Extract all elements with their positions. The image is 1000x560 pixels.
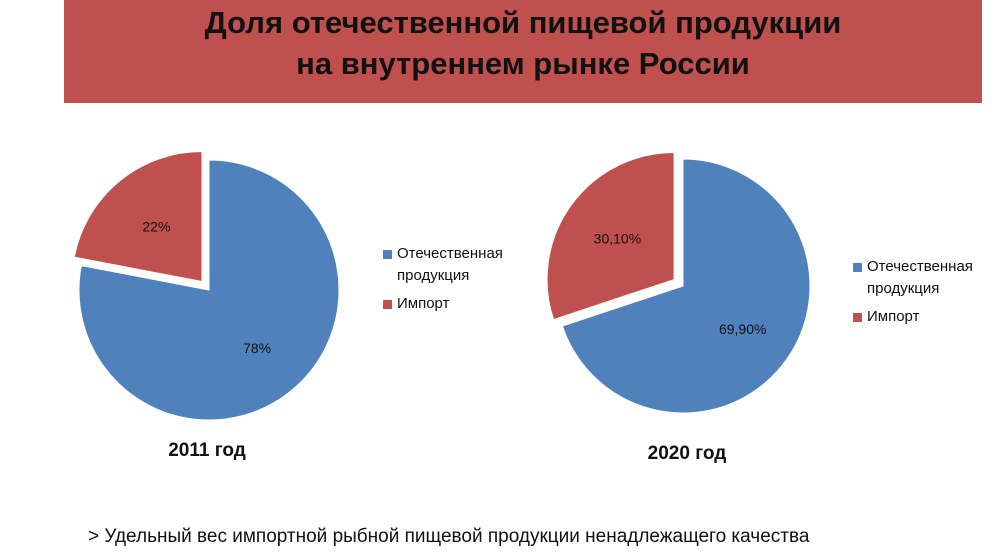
chart-title-2011: 2011 год [168, 440, 246, 461]
legend-item-domestic: Отечественная продукция [853, 256, 973, 300]
legend-label-domestic-line1: Отечественная [867, 258, 973, 275]
legend-label-domestic-line1: Отечественная [397, 245, 503, 262]
legend-label-domestic-line2: продукция [397, 267, 470, 284]
legend-swatch-import [853, 313, 862, 322]
slide-title-line-1: Доля отечественной пищевой продукции [204, 5, 842, 40]
legend-item-domestic: Отечественная продукция [383, 243, 503, 287]
legend-2020: Отечественная продукция Импорт [853, 256, 973, 334]
data-label-import-2011: 22% [142, 218, 170, 234]
legend-label-import: Импорт [867, 308, 920, 325]
pie-slice-domestic-2020 [561, 158, 811, 414]
slide-title-line-2: на внутреннем рынке России [296, 46, 750, 81]
chart-title-2020: 2020 год [647, 443, 727, 464]
legend-item-import: Импорт [383, 293, 503, 315]
pie-chart-2020: 69,90% 30,10% [546, 152, 811, 414]
legend-swatch-import [383, 300, 392, 309]
legend-label-import: Импорт [397, 295, 450, 312]
legend-item-import: Импорт [853, 306, 973, 328]
legend-swatch-domestic [853, 263, 862, 272]
pie-slice-domestic-2011 [78, 159, 340, 421]
pie-slice-import-2020 [546, 152, 675, 321]
legend-swatch-domestic [383, 250, 392, 259]
legend-label-domestic-line2: продукция [867, 280, 940, 297]
footnote-text: > Удельный вес импортной рыбной пищевой … [88, 526, 810, 547]
legend-2011: Отечественная продукция Импорт [383, 243, 503, 321]
data-label-domestic-2020: 69,90% [719, 321, 766, 337]
pie-chart-2011: 78% 22% [73, 151, 340, 421]
pie-slice-import-2011 [73, 151, 203, 283]
title-band: Доля отечественной пищевой продукции на … [64, 0, 982, 103]
data-label-domestic-2011: 78% [243, 340, 271, 356]
data-label-import-2020: 30,10% [594, 231, 641, 247]
